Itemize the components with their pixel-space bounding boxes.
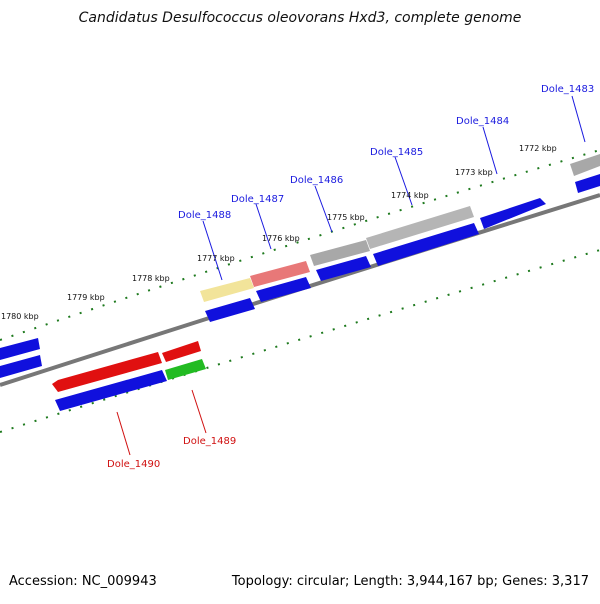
gene-block-grey [570, 154, 600, 176]
gene-label: Dole_1485 [370, 147, 423, 158]
gene-block-green [165, 359, 206, 380]
scale-label: 1778 kbp [132, 274, 170, 283]
gene-label: Dole_1490 [107, 459, 160, 470]
leader-line [482, 126, 498, 175]
gene-block-blue [373, 223, 479, 266]
leader-lines [116, 95, 586, 456]
inner-gene-labels: Dole_1489 Dole_1490 [107, 436, 236, 470]
scale-label: 1779 kbp [67, 293, 105, 302]
gene-block-grey [310, 240, 370, 266]
outer-gene-blocks [0, 154, 600, 378]
scale-label: 1776 kbp [262, 234, 300, 243]
gene-label: Dole_1487 [231, 194, 284, 205]
leader-line [394, 156, 413, 206]
gene-block-blue [0, 355, 42, 378]
map-title: Candidatus Desulfococcus oleovorans Hxd3… [78, 10, 522, 26]
leader-line [191, 389, 207, 434]
gene-block-red [52, 352, 162, 392]
leader-line [314, 185, 333, 233]
leader-line [571, 95, 586, 143]
scale-label: 1773 kbp [455, 168, 493, 177]
scale-label: 1777 kbp [197, 254, 235, 263]
gene-block-blue [575, 174, 600, 193]
gene-block-red [162, 341, 201, 362]
scale-labels: 1772 kbp 1773 kbp 1774 kbp 1775 kbp 1776… [1, 144, 557, 321]
scale-label: 1772 kbp [519, 144, 557, 153]
gene-block-blue [316, 256, 371, 281]
leader-line [255, 203, 272, 250]
gene-block-grey [366, 206, 474, 249]
inner-tick-track [0, 249, 600, 433]
gene-label: Dole_1486 [290, 175, 343, 186]
gene-label: Dole_1488 [178, 210, 231, 221]
outer-gene-labels: Dole_1483 Dole_1484 Dole_1485 Dole_1486 … [178, 84, 594, 221]
accession-label: Accession: NC_009943 [9, 574, 157, 589]
gene-block-blue [480, 198, 546, 229]
gene-label: Dole_1484 [456, 116, 509, 127]
gene-block-blue [55, 370, 167, 411]
scale-label: 1780 kbp [1, 312, 39, 321]
gene-label: Dole_1483 [541, 84, 594, 95]
leader-line [116, 411, 131, 456]
gene-block-blue [205, 298, 255, 322]
gene-block-blue [0, 338, 40, 360]
gene-label: Dole_1489 [183, 436, 236, 447]
gene-block-blue [256, 277, 311, 302]
gene-block-yellow [200, 278, 254, 302]
gene-block-pink [250, 261, 310, 287]
genome-summary: Topology: circular; Length: 3,944,167 bp… [231, 574, 589, 589]
inner-scale-ticks [0, 249, 600, 433]
leader-line [202, 220, 223, 281]
scale-label: 1775 kbp [327, 213, 365, 222]
scale-label: 1774 kbp [391, 191, 429, 200]
inner-gene-blocks [52, 341, 206, 411]
